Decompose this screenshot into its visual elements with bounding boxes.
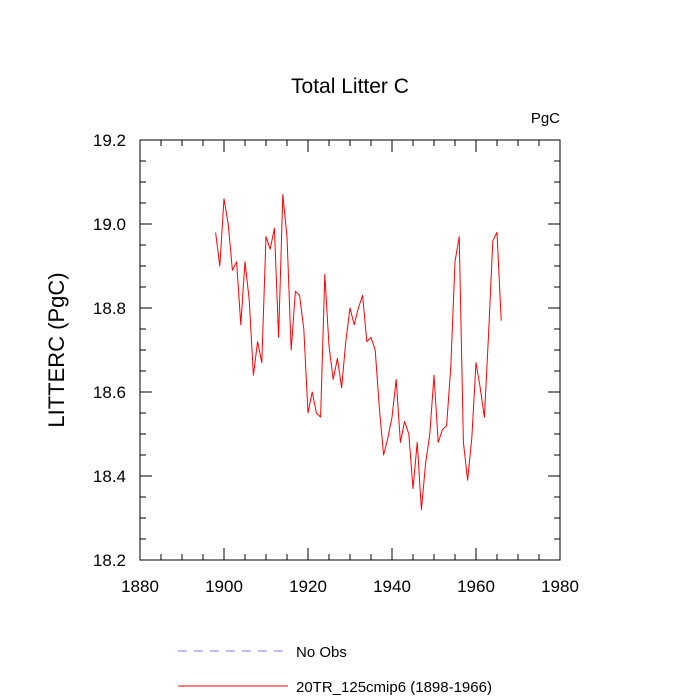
y-axis-label: LITTERC (PgC) <box>44 272 69 427</box>
x-tick-labels: 1880 1900 1920 1940 1960 1980 <box>121 577 579 596</box>
x-tick-label: 1880 <box>121 577 159 596</box>
y-tick-label: 18.2 <box>93 551 126 570</box>
x-tick-label: 1900 <box>205 577 243 596</box>
series-line <box>215 194 502 511</box>
legend-label: No Obs <box>296 644 347 661</box>
x-tick-label: 1980 <box>541 577 579 596</box>
x-tick-label: 1960 <box>457 577 495 596</box>
y-tick-label: 19.2 <box>93 131 126 150</box>
y-tick-label: 18.4 <box>93 467 126 486</box>
x-tick-label: 1940 <box>373 577 411 596</box>
x-tick-label: 1920 <box>289 577 327 596</box>
plot-frame <box>139 139 561 561</box>
series-layer <box>215 194 502 511</box>
y-tick-label: 18.6 <box>93 383 126 402</box>
legend-label: 20TR_125cmip6 (1898-1966) <box>296 679 492 696</box>
y-tick-label: 19.0 <box>93 215 126 234</box>
axis-ticks <box>139 139 561 561</box>
units-label: PgC <box>531 110 560 127</box>
chart-title: Total Litter C <box>291 75 409 98</box>
y-tick-labels: 18.2 18.4 18.6 18.8 19.0 19.2 <box>93 131 126 570</box>
y-tick-label: 18.8 <box>93 299 126 318</box>
legend: No Obs 20TR_125cmip6 (1898-1966) <box>178 644 492 696</box>
